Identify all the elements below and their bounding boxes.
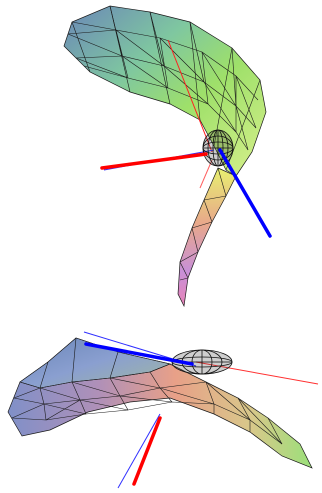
top-axis-red-thick: [100, 152, 208, 170]
bottom-view-panel: [7, 331, 319, 489]
top-view-panel: [63, 5, 272, 308]
top-wire-sphere: [202, 129, 234, 167]
bottom-axis-red-thin: [195, 361, 319, 385]
bottom-mesh-grid: [11, 337, 283, 445]
top-axis-red-thin-lower: [199, 159, 213, 189]
bottom-wire-ellipsoid: [171, 349, 233, 375]
top-surface-sheet: [63, 5, 267, 177]
top-axis-blue-thick: [218, 148, 272, 238]
top-mesh-grid: [67, 5, 261, 281]
bottom-axis-red-thick: [132, 416, 162, 486]
bottom-axis-blue-thick: [84, 342, 194, 366]
top-axis-red-thin: [167, 39, 213, 153]
top-surface-tail: [177, 167, 237, 308]
bottom-axis-blue-thin-lower: [117, 413, 161, 489]
